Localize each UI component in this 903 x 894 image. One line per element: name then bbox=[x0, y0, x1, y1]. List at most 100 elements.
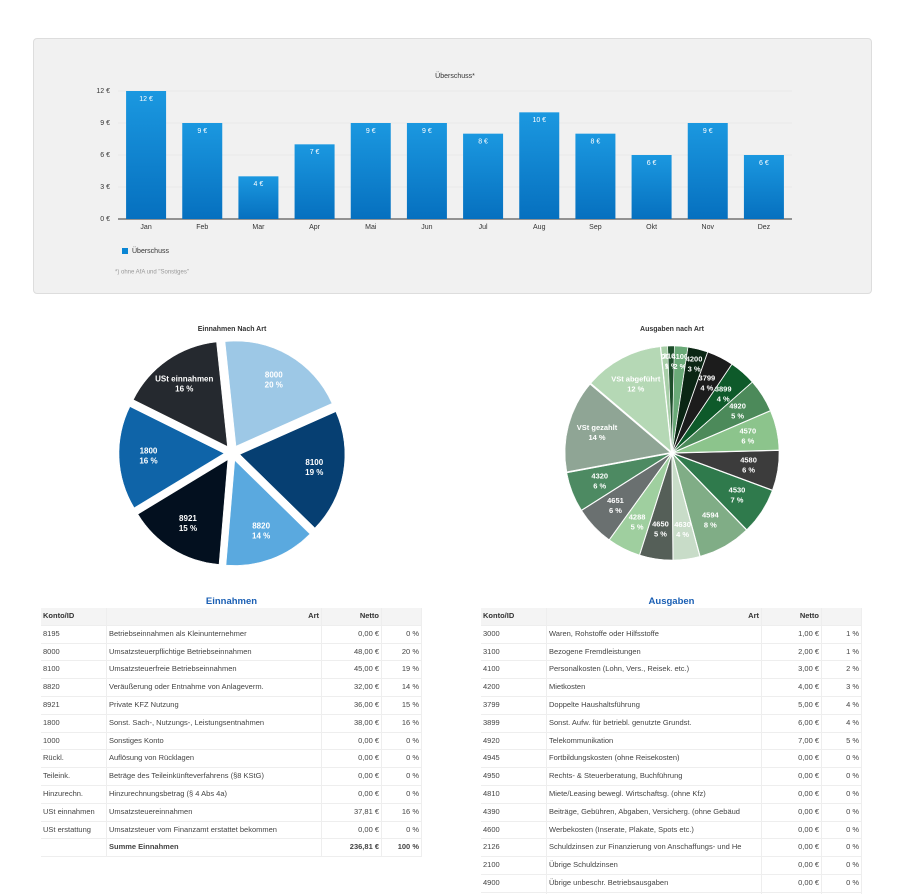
bar-panel bbox=[33, 38, 872, 294]
slice-value: 8 % bbox=[704, 520, 717, 529]
table-row: 3000 Waren, Rohstoffe oder Hilfsstoffe 1,0… bbox=[481, 625, 862, 644]
slice-value: 20 % bbox=[265, 381, 283, 390]
bar bbox=[406, 123, 447, 219]
cell: Werbekosten (Inserate, Plakate, Spots et… bbox=[547, 821, 762, 839]
cell: 0 % bbox=[822, 857, 862, 874]
cell: 0 % bbox=[822, 803, 862, 821]
slice-value: 3 % bbox=[688, 364, 701, 373]
cell: 3 % bbox=[822, 679, 862, 696]
pie-slice bbox=[672, 453, 747, 557]
slice-value: 15 % bbox=[179, 524, 197, 533]
cell: 0 % bbox=[822, 839, 862, 857]
slice-label: 8100 bbox=[305, 458, 323, 467]
cell: USt erstattung bbox=[41, 821, 107, 839]
cell: 38,00 € bbox=[322, 714, 382, 732]
slice-label: 4288 bbox=[629, 512, 646, 521]
slice-label: 4650 bbox=[652, 520, 669, 529]
bar bbox=[238, 176, 279, 219]
cell: Hinzurechn. bbox=[41, 785, 107, 803]
cell: 3000 bbox=[481, 625, 547, 643]
pie-slice bbox=[590, 346, 672, 452]
cell: 100 % bbox=[382, 839, 422, 857]
cell: 1,00 € bbox=[762, 625, 822, 643]
x-tick-label: Aug bbox=[533, 224, 546, 231]
header-cell: Konto/ID bbox=[41, 608, 107, 625]
value-label: 7 € bbox=[310, 149, 320, 156]
table-row: 3100 Bezogene Fremdleistungen 2,00 €1 % bbox=[481, 643, 862, 662]
table-row: 4945 Fortbildungskosten (ohne Reisekosten… bbox=[481, 750, 862, 769]
value-label: 8 € bbox=[478, 139, 488, 146]
value-label: 6 € bbox=[647, 160, 657, 167]
table-row: 4950 Rechts- & Steuerberatung, Buchführun… bbox=[481, 768, 862, 786]
slice-value: 16 % bbox=[175, 384, 193, 393]
cell: 0,00 € bbox=[762, 821, 822, 839]
slice-label: 4651 bbox=[607, 496, 624, 505]
cell: 5 % bbox=[822, 732, 862, 750]
header-cell: Konto/ID bbox=[481, 608, 547, 625]
cell: 4200 bbox=[481, 679, 547, 696]
x-tick-label: Okt bbox=[646, 224, 657, 231]
table-row: 2126 Schuldzinsen zur Finanzierung von An… bbox=[481, 839, 862, 858]
cell: Umsatzsteuerpflichtige Betriebseinnahmen bbox=[107, 643, 322, 661]
table-row: 8100 Umsatzsteuerfreie Betriebseinnahmen 4… bbox=[41, 661, 422, 680]
slice-label: 4580 bbox=[740, 456, 757, 465]
pie-slice bbox=[673, 382, 771, 453]
table-row: 8921 Private KFZ Nutzung 36,00 €15 % bbox=[41, 696, 422, 715]
cell: 0 % bbox=[382, 768, 422, 785]
slice-value: 6 % bbox=[593, 481, 606, 490]
table-row: USt einnahmen Umsatzsteuereinnahmen 37,81 … bbox=[41, 803, 422, 822]
slice-label: 3899 bbox=[715, 385, 732, 394]
table-row: 4600 Werbekosten (Inserate, Plakate, Spot… bbox=[481, 821, 862, 840]
cell: 1000 bbox=[41, 732, 107, 750]
slice-value: 4 % bbox=[717, 395, 730, 404]
cell: 3799 bbox=[481, 696, 547, 714]
table-row: 4390 Beiträge, Gebühren, Abgaben, Versich… bbox=[481, 803, 862, 822]
cell: 6,00 € bbox=[762, 714, 822, 732]
table-row: Teileink. Beträge des Teileinkünfteverfah… bbox=[41, 768, 422, 786]
cell: Teileink. bbox=[41, 768, 107, 785]
cell: 0 % bbox=[382, 785, 422, 803]
slice-value: 16 % bbox=[139, 457, 157, 466]
cell: 2100 bbox=[481, 857, 547, 874]
x-tick-label: Dez bbox=[758, 224, 771, 231]
legend-swatch bbox=[122, 248, 128, 254]
bar bbox=[631, 155, 672, 219]
cell: 0 % bbox=[822, 785, 862, 803]
table-row: 8195 Betriebseinnahmen als Kleinunternehm… bbox=[41, 625, 422, 644]
cell: Sonst. Sach-, Nutzungs-, Leistungsentnah… bbox=[107, 714, 322, 732]
cell bbox=[41, 839, 107, 857]
cell: 0,00 € bbox=[762, 874, 822, 892]
slice-value: 2 % bbox=[673, 362, 686, 371]
value-label: 8 € bbox=[591, 139, 601, 146]
pie-slice bbox=[671, 345, 689, 452]
pie-slice bbox=[566, 453, 671, 511]
cell: 36,00 € bbox=[322, 696, 382, 714]
pie-slice bbox=[581, 454, 671, 540]
cell: 4570 bbox=[481, 892, 547, 894]
pie-slice bbox=[639, 454, 673, 561]
slice-value: 5 % bbox=[631, 522, 644, 531]
y-tick-label: 3 € bbox=[100, 184, 110, 191]
table-einnahmen: Einnahmen Konto/ID Art Netto 8195 Betriebsein… bbox=[41, 596, 422, 858]
table-row: 4100 Personalkosten (Lohn, Vers., Reisek.… bbox=[481, 661, 862, 680]
cell: 8000 bbox=[41, 643, 107, 661]
cell: 8,00 € bbox=[762, 892, 822, 894]
slice-label: 8820 bbox=[252, 521, 270, 530]
chart-title: Einnahmen Nach Art bbox=[198, 326, 267, 333]
cell: 4 % bbox=[822, 696, 862, 714]
cell: Mietkosten bbox=[547, 679, 762, 696]
cell: Hinzurechnungsbetrag (§ 4 Abs 4a) bbox=[107, 785, 322, 803]
slice-value: 12 % bbox=[627, 384, 644, 393]
cell: 3100 bbox=[481, 643, 547, 661]
header-row: Konto/ID Art Netto bbox=[481, 608, 862, 626]
cell: Umsatzsteuer vom Finanzamt erstattet bek… bbox=[107, 821, 322, 839]
x-tick-label: Apr bbox=[309, 224, 321, 231]
slice-value: 7 % bbox=[731, 495, 744, 504]
cell: 0,00 € bbox=[322, 732, 382, 750]
cell: 8195 bbox=[41, 625, 107, 643]
cell: 4920 bbox=[481, 732, 547, 750]
slice-label: 4530 bbox=[729, 485, 746, 494]
slice-label: 4594 bbox=[702, 510, 720, 519]
table-row: 3899 Sonst. Aufw. für betriebl. genutzte … bbox=[481, 714, 862, 733]
footnote: *) ohne AfA und "Sonstiges" bbox=[115, 270, 189, 276]
